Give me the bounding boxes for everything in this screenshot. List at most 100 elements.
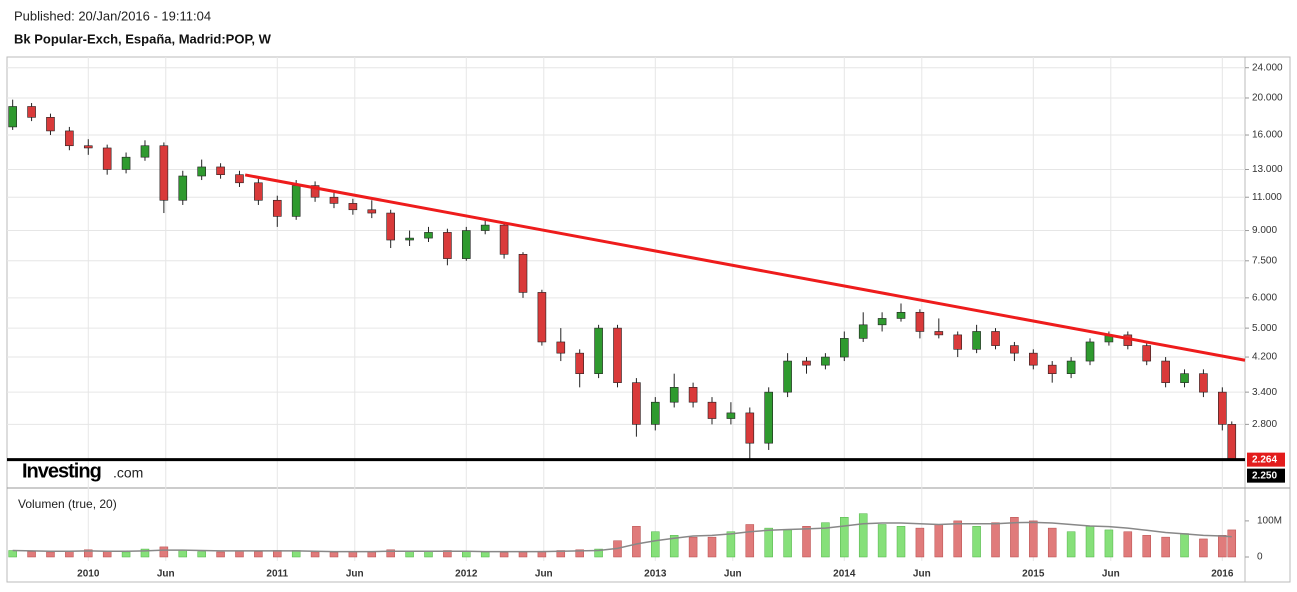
volume-bar	[140, 548, 150, 558]
candle-body	[178, 175, 188, 201]
volume-bar	[1085, 526, 1095, 558]
candle-body	[934, 331, 944, 336]
candle-body	[424, 232, 433, 239]
y-tick-label: 3.400	[1252, 387, 1277, 398]
candle-body	[329, 196, 339, 204]
volume-bar	[1066, 531, 1076, 558]
y-tick-label: 7.500	[1252, 255, 1277, 266]
x-tick-label: 2013	[644, 569, 667, 580]
volume-bar	[65, 550, 74, 558]
low-label: 2.250	[1252, 470, 1277, 481]
volume-bar	[1123, 531, 1133, 558]
volume-tick-label: 0	[1257, 552, 1263, 563]
volume-bar	[367, 551, 377, 558]
volume-bar	[575, 549, 584, 558]
volume-bar	[1227, 529, 1237, 558]
candle-body	[669, 387, 679, 403]
y-tick-label: 13.000	[1252, 164, 1283, 175]
candle-body	[499, 224, 509, 255]
candle-body	[197, 166, 206, 177]
candle-body	[1029, 352, 1038, 366]
volume-bar	[726, 531, 736, 558]
candle-body	[46, 117, 55, 132]
volume-bar	[1161, 536, 1170, 558]
low-label-box	[1247, 468, 1285, 483]
x-tick-label: 2015	[1022, 569, 1045, 580]
volume-bar	[254, 551, 263, 558]
volume-bar	[424, 551, 433, 558]
candle-body	[613, 327, 622, 383]
volume-bar	[953, 520, 962, 558]
candle-body	[650, 401, 660, 425]
candle-body	[1066, 360, 1076, 374]
candle-body	[802, 360, 811, 366]
candle-body	[821, 356, 830, 366]
x-tick-label: Jun	[724, 569, 742, 580]
volume-bar	[934, 524, 944, 558]
volume-bar	[991, 522, 1000, 558]
watermark-suffix: .com	[113, 465, 143, 481]
x-tick-label: 2012	[455, 569, 478, 580]
y-tick-label: 11.000	[1252, 192, 1282, 203]
candle-body	[102, 147, 112, 170]
volume-bar	[1010, 517, 1019, 558]
candle-body	[1161, 360, 1170, 383]
candle-body	[745, 412, 755, 444]
volume-tick-label: 100M	[1257, 516, 1282, 527]
volume-bar	[159, 546, 169, 558]
candle-body	[480, 224, 490, 231]
candle-body	[877, 318, 887, 326]
volume-bar	[235, 550, 244, 558]
y-tick-label: 16.000	[1252, 130, 1283, 141]
watermark-main: Investing	[22, 460, 101, 482]
volume-label: Volumen (true, 20)	[18, 497, 117, 511]
candle-body	[1199, 373, 1208, 393]
volume-bar	[480, 551, 490, 558]
candle-body	[272, 199, 282, 217]
candle-body	[310, 185, 320, 198]
volume-bar	[1180, 533, 1189, 558]
candle-body	[83, 145, 93, 149]
volume-bar	[216, 551, 225, 558]
volume-bar	[1199, 538, 1208, 558]
volume-bar	[102, 551, 112, 558]
candle-body	[632, 382, 641, 425]
candle-body	[1142, 345, 1152, 362]
candle-body	[121, 156, 131, 170]
x-tick-label: Jun	[1102, 569, 1120, 580]
volume-bar	[518, 551, 528, 558]
trendline	[244, 173, 1246, 362]
volume-bar	[1047, 527, 1057, 558]
last-price-label: 2.264	[1252, 454, 1277, 465]
volume-bar	[499, 552, 509, 558]
x-tick-label: 2014	[833, 569, 856, 580]
volume-bar	[783, 529, 792, 558]
candle-body	[1227, 424, 1237, 460]
candle-body	[1218, 391, 1227, 425]
candle-body	[783, 360, 792, 393]
volume-ma-line	[12, 521, 1232, 553]
candle-body	[405, 237, 414, 241]
volume-bar	[669, 535, 679, 558]
volume-bar	[1142, 535, 1151, 558]
candle-body	[764, 391, 774, 444]
candle-body	[915, 311, 925, 332]
volume-bar	[462, 550, 471, 558]
volume-panel	[8, 513, 1237, 558]
candle-body	[367, 209, 377, 214]
volume-bar	[896, 526, 906, 558]
candle-body	[140, 145, 150, 158]
candle-body	[1010, 345, 1019, 354]
x-tick-label: Jun	[535, 569, 553, 580]
candle-body	[443, 232, 452, 259]
volume-bar	[310, 551, 320, 558]
candles	[8, 99, 1237, 461]
candle-body	[688, 387, 698, 403]
candle-body	[386, 212, 395, 241]
candle-body	[953, 334, 963, 350]
volume-bar	[877, 524, 887, 558]
volume-bar	[745, 524, 755, 558]
volume-bar	[651, 531, 660, 558]
candle-body	[1047, 364, 1057, 374]
last-price-box	[1247, 452, 1285, 467]
